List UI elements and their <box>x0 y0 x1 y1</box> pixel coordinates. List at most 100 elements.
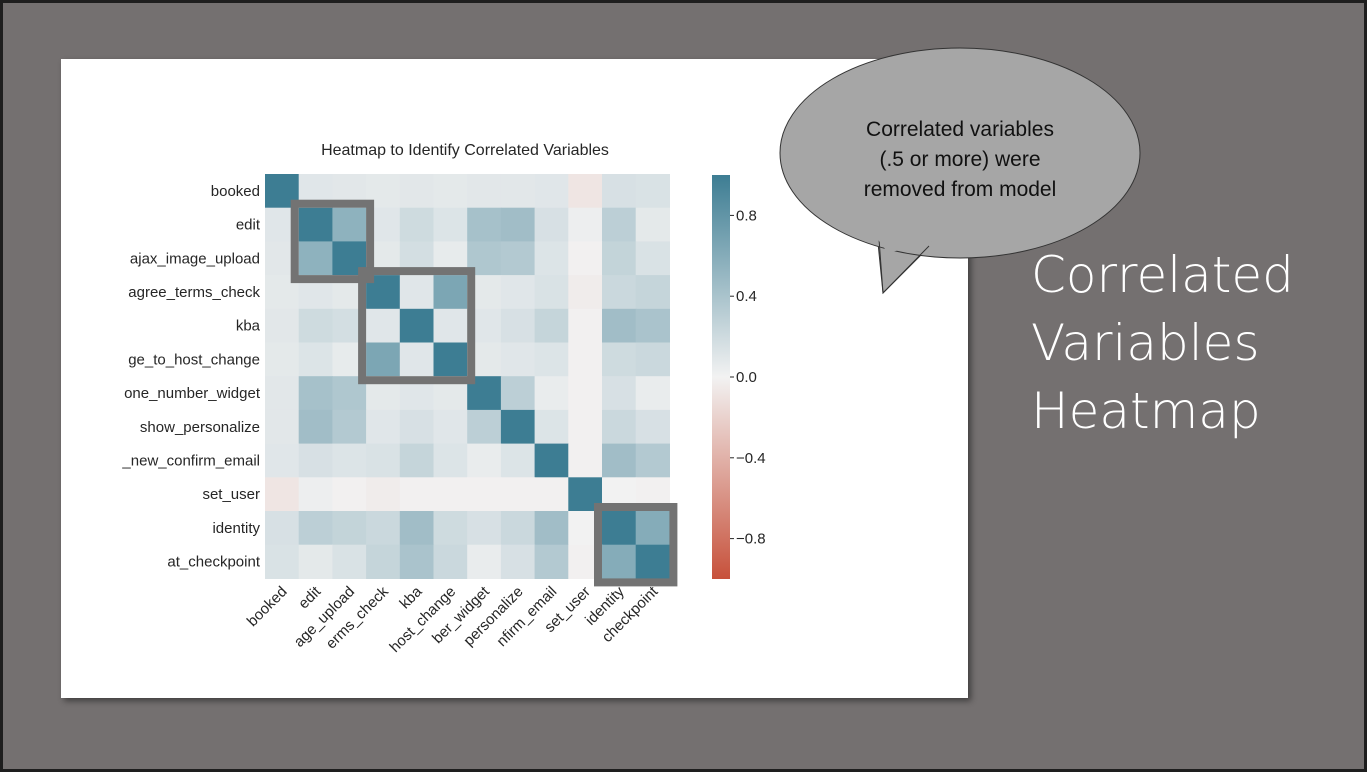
heatmap-cell <box>366 477 401 512</box>
heatmap-cell <box>332 443 367 478</box>
heatmap-cell <box>467 174 502 209</box>
heatmap-cell <box>366 443 401 478</box>
heatmap-cell <box>433 477 468 512</box>
heatmap-cell <box>500 544 536 579</box>
heatmap-cell <box>602 174 637 209</box>
heatmap-cell <box>568 207 603 242</box>
heatmap-cell <box>399 207 435 242</box>
heatmap-cell <box>534 308 569 344</box>
heatmap-cell <box>298 544 333 579</box>
heatmap-cell <box>500 376 536 411</box>
heatmap-cell <box>467 207 502 242</box>
heatmap-cell <box>534 376 569 411</box>
heatmap-cell <box>534 207 569 242</box>
heatmap-cell <box>298 477 333 512</box>
heatmap-cell <box>298 308 333 344</box>
heatmap-cell <box>332 477 367 512</box>
heatmap-cell <box>265 409 300 445</box>
callout-text: Correlated variables (.5 or more) were r… <box>815 115 1105 205</box>
heatmap-cell <box>500 275 536 310</box>
heatmap-cell <box>534 544 569 579</box>
heatmap-cell <box>635 409 670 445</box>
heatmap-cell <box>635 511 670 546</box>
heatmap-cell <box>265 376 300 411</box>
slide-title-line: Heatmap <box>1031 382 1261 440</box>
heatmap-cell <box>635 544 670 579</box>
y-tick-labels: booked edit ajax_image_upload agree_terms_c… <box>121 183 260 571</box>
heatmap-cell <box>433 308 468 344</box>
heatmap-cell <box>568 342 603 377</box>
heatmap-cell <box>433 443 468 478</box>
y-tick-label: set_user <box>202 486 260 503</box>
heatmap-cell <box>534 477 569 512</box>
highlight-box <box>290 199 375 284</box>
heatmap-cell <box>467 409 502 445</box>
heatmap-cell <box>568 241 603 276</box>
colorbar <box>712 175 730 579</box>
colorbar-tick-label: −0.4 <box>736 450 766 467</box>
heatmap-cell <box>568 174 603 209</box>
heatmap-cell <box>534 275 569 310</box>
heatmap-cell <box>602 241 637 276</box>
y-tick-label: at_checkpoint <box>167 554 260 571</box>
heatmap-cell <box>635 308 670 344</box>
heatmap-cell <box>602 443 637 478</box>
heatmap-cell <box>433 275 468 310</box>
y-tick-label: one_number_widget <box>124 385 261 402</box>
heatmap-cell <box>568 409 603 445</box>
heatmap-cell <box>399 477 435 512</box>
highlight-box <box>594 503 678 587</box>
heatmap-cell <box>265 342 300 377</box>
y-tick-label: ge_to_host_change <box>128 351 260 368</box>
callout-line: (.5 or more) were <box>879 148 1041 171</box>
heatmap-cell <box>467 544 502 579</box>
heatmap-cell <box>433 511 468 546</box>
y-tick-label: _new_confirm_email <box>121 453 260 470</box>
slide: Heatmap to Identify Correlated Variables… <box>3 3 1364 769</box>
heatmap-cell <box>568 443 603 478</box>
y-tick-label: show_personalize <box>140 419 260 436</box>
heatmap-cell <box>298 342 333 377</box>
colorbar-tick-label: −0.8 <box>736 531 766 548</box>
colorbar-tick-label: 0.8 <box>736 207 757 224</box>
heatmap-cell <box>635 207 670 242</box>
chart-title: Heatmap to Identify Correlated Variables <box>321 142 609 159</box>
heatmap-cell <box>467 477 502 512</box>
heatmap-cell <box>635 443 670 478</box>
heatmap-cell <box>500 511 536 546</box>
heatmap-cell <box>332 511 367 546</box>
heatmap-cell <box>568 376 603 411</box>
heatmap-cell <box>399 174 435 209</box>
callout-bubble <box>779 47 1141 295</box>
heatmap-cell <box>399 443 435 478</box>
heatmap-cell <box>500 443 536 478</box>
heatmap-cell <box>332 207 367 242</box>
heatmap-cell <box>433 174 468 209</box>
heatmap-cell <box>298 207 333 242</box>
y-tick-label: booked <box>211 183 260 200</box>
heatmap-cell <box>298 511 333 546</box>
heatmap-cell <box>635 174 670 209</box>
slide-title: Correlated Variables Heatmap <box>1031 241 1294 445</box>
callout-line: Correlated variables <box>866 118 1054 141</box>
highlight-boxes <box>290 199 678 587</box>
heatmap-cell <box>500 174 536 209</box>
heatmap-cell <box>298 443 333 478</box>
heatmap-cell <box>366 544 401 579</box>
heatmap-cell <box>500 207 536 242</box>
heatmap-cell <box>534 342 569 377</box>
heatmap-cell <box>265 511 300 546</box>
heatmap-cell <box>265 477 300 512</box>
heatmap-cell <box>467 443 502 478</box>
heatmap-cell <box>433 544 468 579</box>
heatmap-cell <box>602 376 637 411</box>
heatmap-cell <box>568 275 603 310</box>
heatmap-cell <box>500 477 536 512</box>
heatmap-cell <box>534 511 569 546</box>
heatmap-cell <box>602 275 637 310</box>
heatmap-cell <box>534 241 569 276</box>
heatmap-cell <box>399 342 435 377</box>
y-tick-label: edit <box>236 217 261 234</box>
colorbar-tick-label: 0.0 <box>736 369 757 386</box>
